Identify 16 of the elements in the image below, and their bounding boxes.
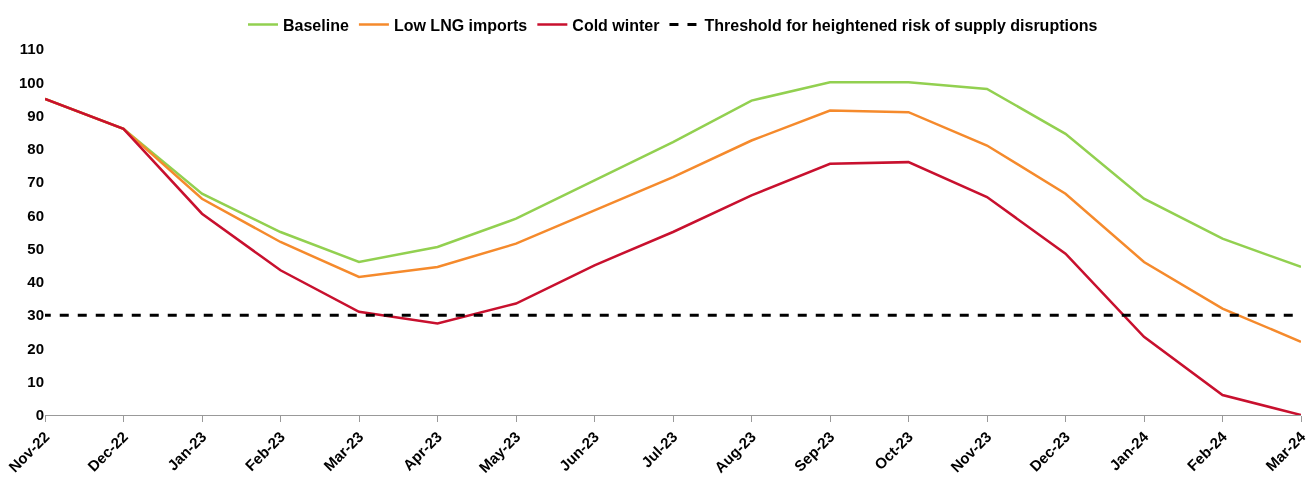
y-tick-label: 110 bbox=[19, 40, 44, 58]
y-tick-label: 60 bbox=[27, 206, 44, 224]
legend-label: Cold winter bbox=[572, 16, 660, 34]
y-tick-label: 70 bbox=[27, 173, 44, 191]
y-tick-label: 80 bbox=[27, 140, 44, 158]
y-tick-label: 20 bbox=[27, 339, 44, 357]
legend-label: Baseline bbox=[283, 16, 349, 34]
y-tick-label: 40 bbox=[27, 273, 44, 291]
y-tick-label: 90 bbox=[27, 106, 44, 124]
y-tick-label: 10 bbox=[27, 372, 44, 390]
legend-label: Low LNG imports bbox=[393, 16, 528, 34]
legend-label: Threshold for heightened risk of supply disruptions bbox=[704, 16, 1098, 34]
y-tick-label: 30 bbox=[27, 306, 44, 324]
y-tick-label: 100 bbox=[18, 73, 44, 91]
y-tick-label: 50 bbox=[27, 239, 44, 257]
y-tick-label: 0 bbox=[35, 406, 44, 424]
